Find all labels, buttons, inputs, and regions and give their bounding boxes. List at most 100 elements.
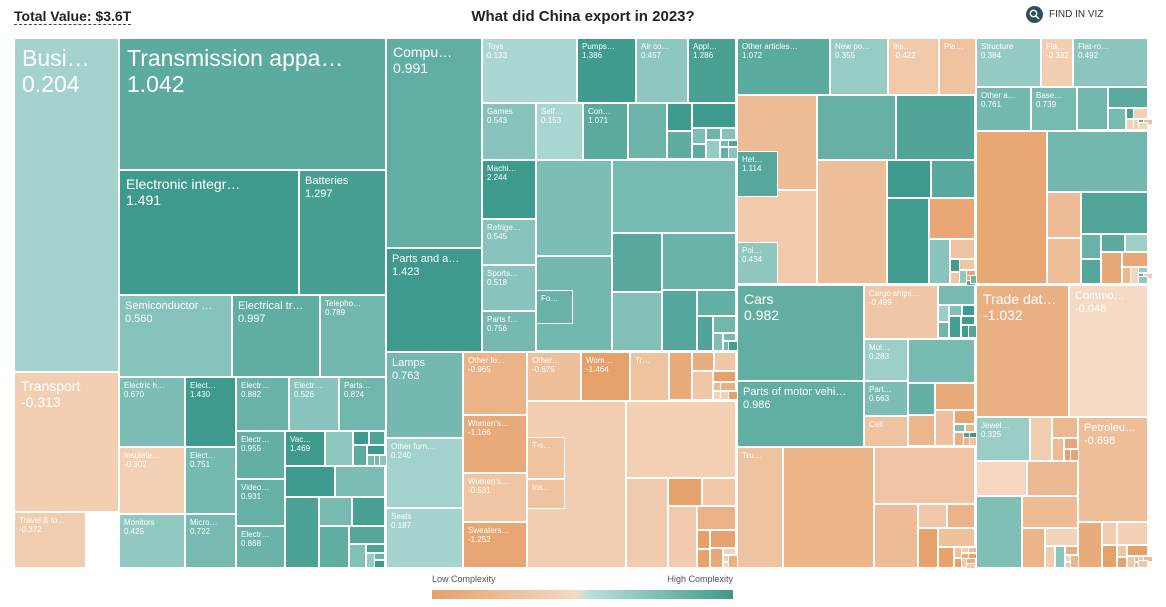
- treemap-tile[interactable]: [1117, 522, 1148, 545]
- treemap-tile[interactable]: [667, 131, 692, 159]
- product-tile[interactable]: Travel & to… -0.372: [14, 512, 86, 568]
- treemap-tile[interactable]: [710, 548, 723, 568]
- product-tile[interactable]: Het… 1.114: [737, 151, 778, 197]
- treemap-tile[interactable]: [962, 305, 975, 316]
- product-tile[interactable]: Base… 0.739: [1031, 87, 1077, 131]
- total-value[interactable]: Total Value: $3.6T: [14, 8, 132, 25]
- product-tile[interactable]: Insulate… -0.302: [119, 447, 185, 514]
- treemap-tile[interactable]: [1045, 546, 1055, 568]
- treemap-tile[interactable]: [949, 316, 961, 338]
- treemap-tile[interactable]: [692, 371, 713, 400]
- product-tile[interactable]: Commo… -0.048: [1069, 285, 1148, 417]
- treemap-tile[interactable]: [1102, 522, 1117, 545]
- treemap-tile[interactable]: [697, 290, 736, 316]
- treemap-tile[interactable]: [817, 95, 896, 160]
- product-tile[interactable]: Tru…: [737, 447, 783, 568]
- treemap-tile[interactable]: [628, 103, 667, 159]
- product-tile[interactable]: Ins…: [527, 479, 565, 509]
- treemap-tile[interactable]: [1127, 545, 1148, 556]
- treemap-tile[interactable]: [908, 383, 935, 415]
- treemap-tile[interactable]: [723, 333, 736, 341]
- product-tile[interactable]: Part… 0.663: [864, 381, 908, 416]
- product-tile[interactable]: Vac… 1.469: [285, 431, 325, 466]
- product-tile[interactable]: Women's… -1.166: [463, 415, 527, 473]
- product-tile[interactable]: Petroleu… -0.698: [1078, 417, 1148, 522]
- treemap-tile[interactable]: [667, 103, 692, 131]
- treemap-tile[interactable]: [1108, 87, 1148, 108]
- treemap-tile[interactable]: [1122, 252, 1148, 267]
- product-tile[interactable]: Parts and a… 1.423: [386, 248, 482, 352]
- product-tile[interactable]: Pol… 0.434: [737, 242, 778, 284]
- treemap-tile[interactable]: [668, 506, 697, 568]
- treemap-tile[interactable]: [874, 504, 918, 568]
- product-tile[interactable]: Games 0.543: [482, 103, 536, 160]
- product-tile[interactable]: Sweaters… -1.252: [463, 522, 527, 568]
- treemap-tile[interactable]: [692, 128, 706, 144]
- treemap-tile[interactable]: [697, 549, 710, 568]
- product-tile[interactable]: Video… 0.931: [236, 479, 285, 526]
- treemap-tile[interactable]: [938, 322, 949, 338]
- product-tile[interactable]: Other articles… 1.072: [737, 38, 830, 95]
- treemap-tile[interactable]: [931, 160, 975, 198]
- treemap-tile[interactable]: [706, 128, 721, 140]
- find-in-viz-button[interactable]: FIND IN VIZ: [1026, 6, 1103, 23]
- treemap-tile[interactable]: [938, 528, 975, 547]
- product-tile[interactable]: T-s…: [527, 437, 565, 479]
- treemap-tile[interactable]: [626, 401, 736, 478]
- product-tile[interactable]: Telepho… 0.789: [320, 295, 386, 377]
- treemap-tile[interactable]: [612, 160, 736, 233]
- product-tile[interactable]: Monitors 0.425: [119, 514, 185, 568]
- treemap-tile[interactable]: [954, 410, 975, 424]
- treemap-tile[interactable]: [1101, 252, 1122, 284]
- product-tile[interactable]: Cars 0.982: [737, 285, 864, 381]
- treemap-tile[interactable]: [367, 445, 385, 455]
- product-tile[interactable]: Parts of motor vehi… 0.986: [737, 381, 864, 447]
- treemap-tile[interactable]: [1052, 417, 1078, 438]
- treemap-tile[interactable]: [669, 352, 692, 400]
- treemap-tile[interactable]: [713, 316, 736, 333]
- treemap-tile[interactable]: [1081, 192, 1148, 234]
- treemap-tile[interactable]: [536, 160, 612, 256]
- treemap-tile[interactable]: [950, 239, 975, 259]
- treemap-tile[interactable]: [349, 526, 385, 544]
- treemap-tile[interactable]: [935, 410, 954, 446]
- product-tile[interactable]: Electric h… 0.670: [119, 377, 185, 447]
- product-tile[interactable]: Ins… -0.422: [888, 38, 939, 95]
- product-tile[interactable]: Trade dat… -1.032: [976, 285, 1069, 417]
- treemap-tile[interactable]: [908, 339, 975, 383]
- treemap-tile[interactable]: [908, 415, 935, 446]
- product-tile[interactable]: Compu… 0.991: [386, 38, 482, 248]
- product-tile[interactable]: Self… 0.153: [536, 103, 583, 160]
- product-tile[interactable]: Cargo ships… -0.499: [864, 285, 938, 339]
- treemap-tile[interactable]: [1138, 122, 1148, 130]
- treemap-tile[interactable]: [1138, 560, 1148, 568]
- product-tile[interactable]: Machi… 2.244: [482, 160, 536, 219]
- product-tile[interactable]: Lamps 0.763: [386, 352, 463, 438]
- treemap-tile[interactable]: [366, 544, 385, 553]
- product-tile[interactable]: Other furn… 0.240: [386, 438, 463, 508]
- treemap-tile[interactable]: [612, 233, 662, 292]
- treemap-tile[interactable]: [1064, 438, 1078, 449]
- product-tile[interactable]: Elect… 1.430: [185, 377, 236, 447]
- product-tile[interactable]: Elect… 0.751: [185, 447, 236, 514]
- product-tile[interactable]: Electrical tr… 0.997: [232, 295, 320, 377]
- product-tile[interactable]: Busi… 0.204: [14, 38, 119, 372]
- treemap-tile[interactable]: [1022, 528, 1045, 568]
- product-tile[interactable]: Refrige… 0.545: [482, 219, 536, 265]
- treemap-tile[interactable]: [938, 305, 949, 322]
- treemap-tile[interactable]: [1030, 417, 1052, 461]
- product-tile[interactable]: Women's… -0.531: [463, 473, 527, 522]
- treemap-tile[interactable]: [1077, 87, 1108, 130]
- treemap-tile[interactable]: [1117, 545, 1127, 557]
- treemap-tile[interactable]: [966, 563, 976, 569]
- treemap-tile[interactable]: [887, 198, 929, 284]
- treemap-tile[interactable]: [706, 140, 720, 159]
- treemap-tile[interactable]: [929, 198, 975, 239]
- treemap-tile[interactable]: [319, 526, 349, 568]
- treemap-tile[interactable]: [1047, 131, 1148, 192]
- product-tile[interactable]: Flat-ro… 0.492: [1073, 38, 1148, 87]
- treemap-tile[interactable]: [959, 259, 975, 270]
- product-tile[interactable]: Electronic integr… 1.491: [119, 170, 299, 295]
- product-tile[interactable]: Wom… -1.464: [581, 352, 630, 401]
- treemap-tile[interactable]: [976, 496, 1022, 568]
